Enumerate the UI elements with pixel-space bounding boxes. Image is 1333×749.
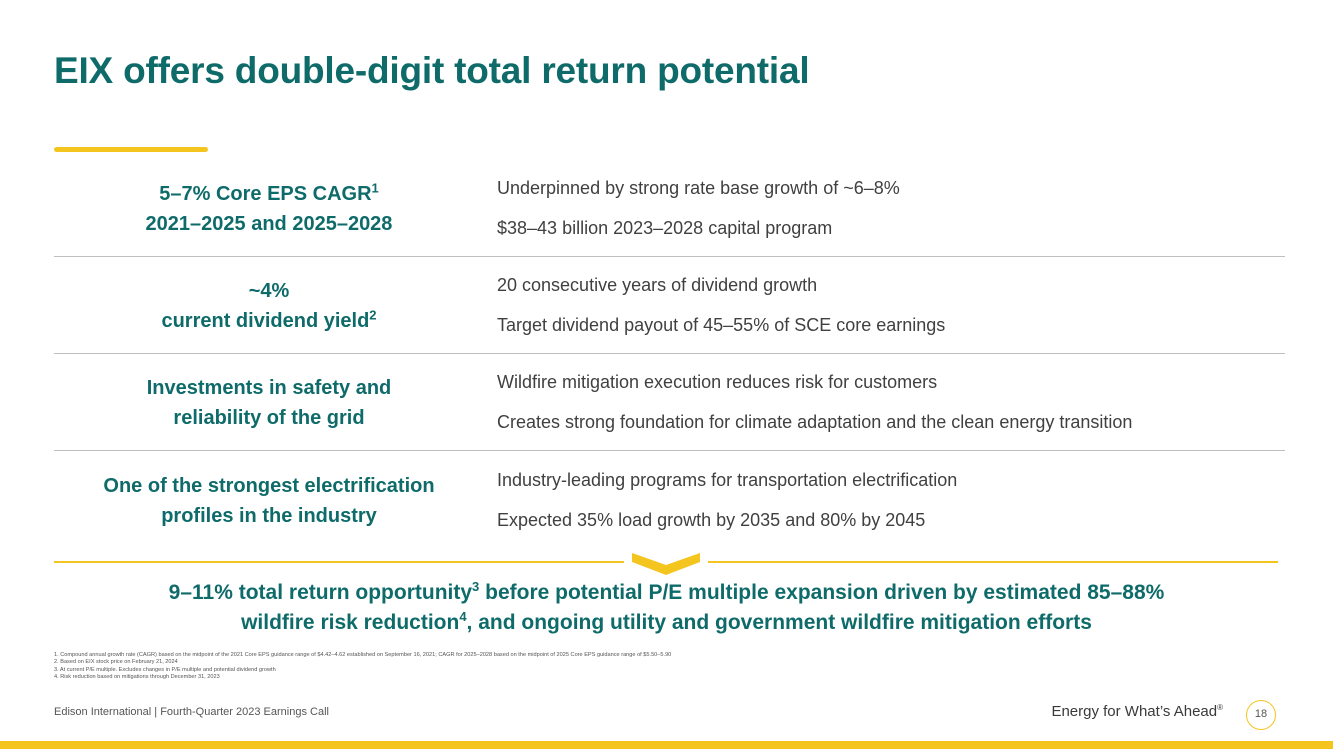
row-details: Wildfire mitigation execution reduces ri…	[484, 354, 1285, 450]
table-row: Investments in safety and reliability of…	[54, 354, 1285, 451]
summary-text: before potential P/E multiple expansion …	[479, 581, 1165, 604]
value-proposition-table: 5–7% Core EPS CAGR1 2021–2025 and 2025–2…	[54, 160, 1285, 548]
table-row: 5–7% Core EPS CAGR1 2021–2025 and 2025–2…	[54, 160, 1285, 257]
slide-title: EIX offers double-digit total return pot…	[54, 50, 810, 91]
row-heading-line1: One of the strongest electrification	[103, 474, 435, 497]
row-detail-item: Industry-leading programs for transporta…	[497, 469, 958, 490]
row-heading: One of the strongest electrification pro…	[54, 451, 484, 548]
row-heading-line1: ~4%	[248, 280, 290, 302]
row-details: Underpinned by strong rate base growth o…	[484, 160, 1285, 256]
row-heading-line2: profiles in the industry	[161, 504, 377, 527]
footnote: 1. Compound annual growth rate (CAGR) ba…	[54, 652, 672, 658]
page-number: 18	[1246, 700, 1276, 730]
footnote-ref: 4	[459, 609, 467, 624]
footnotes: 1. Compound annual growth rate (CAGR) ba…	[54, 652, 671, 681]
summary-text: , and ongoing utility and government wil…	[466, 611, 1092, 634]
row-heading: 5–7% Core EPS CAGR1 2021–2025 and 2025–2…	[54, 160, 484, 256]
footnote-ref: 3	[472, 579, 480, 594]
row-detail-item: Creates strong foundation for climate ad…	[497, 412, 1133, 432]
footer-tagline: Energy for What’s Ahead®	[1051, 703, 1223, 720]
chevron-down-icon	[632, 553, 700, 575]
tagline-text: Energy for What’s Ahead	[1051, 703, 1218, 720]
table-row: ~4% current dividend yield2 20 consecuti…	[54, 257, 1285, 354]
footnote-ref: 2	[369, 307, 377, 323]
summary-text: 9–11% total return opportunity	[168, 581, 473, 604]
row-details: 20 consecutive years of dividend growth …	[484, 257, 1285, 353]
total-return-summary: 9–11% total return opportunity3 before p…	[54, 578, 1279, 638]
footnote-ref: 1	[371, 180, 379, 196]
summary-text: wildfire risk reduction	[241, 611, 460, 634]
bottom-accent-bar	[0, 741, 1333, 749]
row-heading-line2: reliability of the grid	[173, 407, 365, 429]
table-row: One of the strongest electrification pro…	[54, 451, 1285, 548]
row-detail-item: Target dividend payout of 45–55% of SCE …	[497, 315, 946, 335]
row-detail-item: Wildfire mitigation execution reduces ri…	[497, 372, 938, 392]
title-underline-accent	[54, 147, 208, 152]
footer-company-event: Edison International | Fourth-Quarter 20…	[54, 706, 329, 718]
row-heading-line1: Investments in safety and	[146, 377, 392, 399]
row-detail-item: 20 consecutive years of dividend growth	[497, 275, 818, 295]
footnote: 3. At current P/E multiple. Excludes cha…	[54, 666, 276, 673]
row-heading-line2: current dividend yield	[161, 310, 370, 332]
row-detail-item: $38–43 billion 2023–2028 capital program	[497, 218, 833, 238]
registered-mark: ®	[1217, 703, 1223, 712]
row-heading-line2: 2021–2025 and 2025–2028	[145, 213, 393, 235]
row-detail-item: Expected 35% load growth by 2035 and 80%…	[497, 509, 926, 530]
row-detail-item: Underpinned by strong rate base growth o…	[497, 178, 900, 198]
summary-divider-right	[708, 561, 1278, 563]
row-details: Industry-leading programs for transporta…	[484, 451, 1285, 548]
row-heading-line1: 5–7% Core EPS CAGR	[159, 183, 372, 205]
footnote: 4. Risk reduction based on mitigations t…	[54, 673, 220, 680]
footnote: 2. Based on EIX stock price on February …	[54, 659, 178, 666]
row-heading: Investments in safety and reliability of…	[54, 354, 484, 450]
summary-divider-left	[54, 561, 624, 563]
row-heading: ~4% current dividend yield2	[54, 257, 484, 353]
